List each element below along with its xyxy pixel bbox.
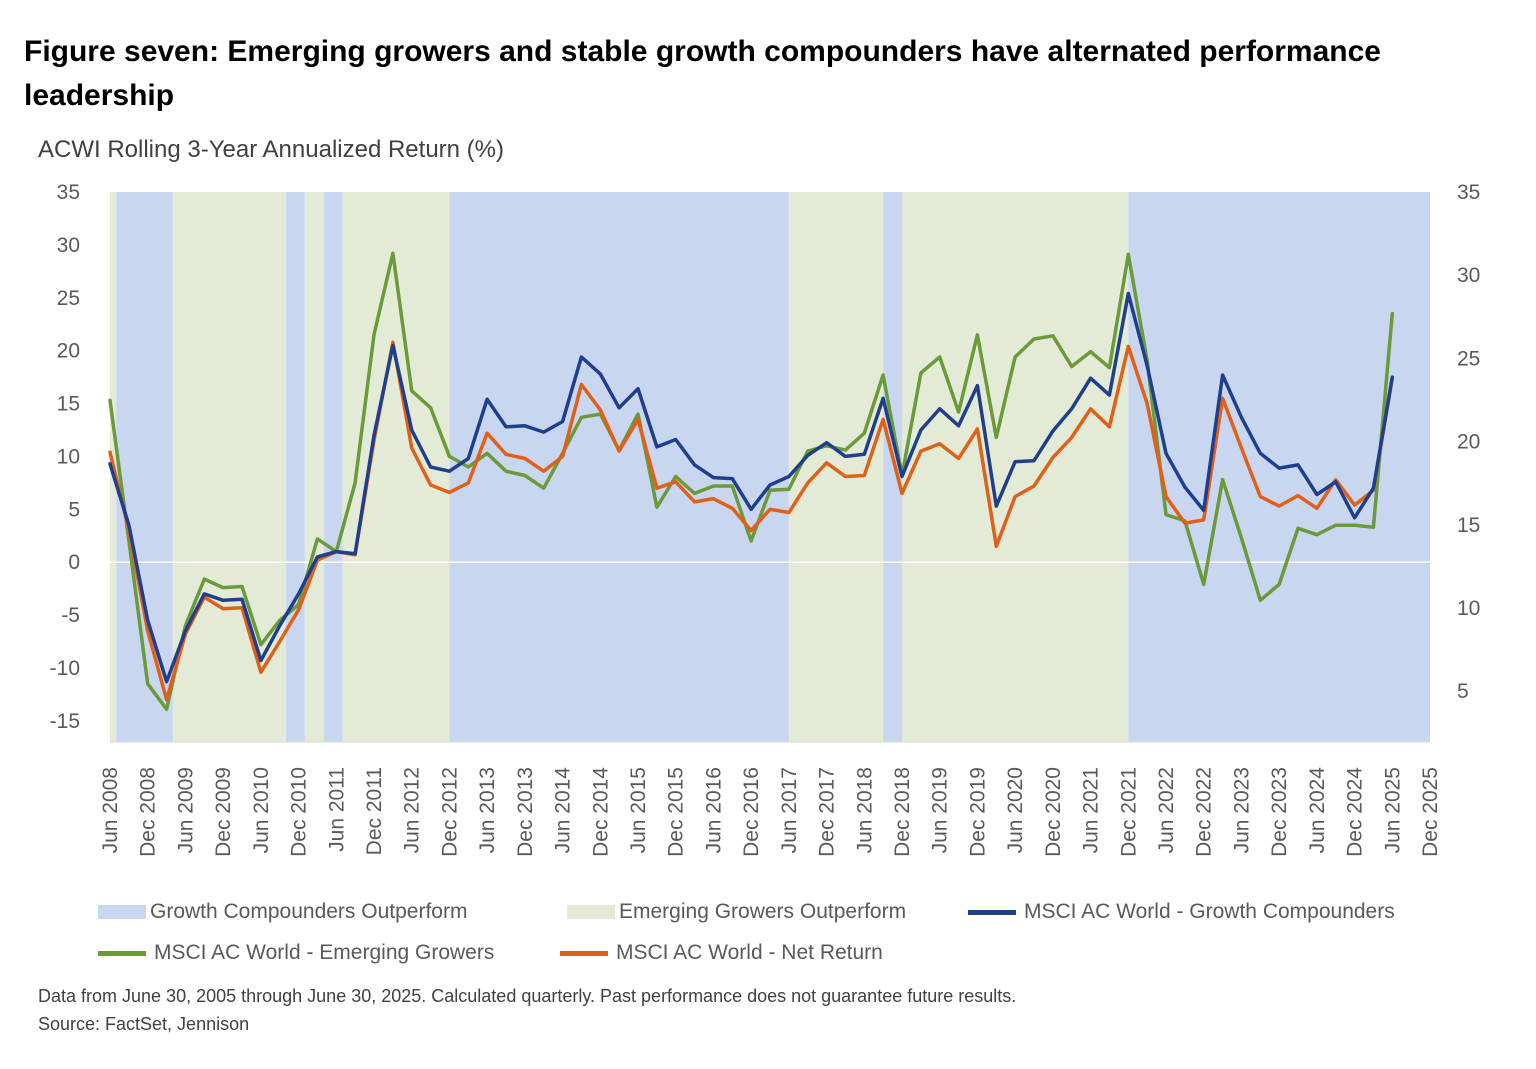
y-tick-label: 0: [68, 551, 80, 574]
legend-swatch-navy-line: [968, 909, 1016, 915]
y-tick-label: 15: [57, 393, 80, 416]
x-tick-label: Dec 2014: [589, 767, 612, 857]
x-tick-label: Dec 2011: [363, 767, 386, 855]
series-line-emerging-growers: [108, 251, 1395, 711]
x-tick-label: Dec 2017: [816, 767, 839, 857]
y-tick-label: 20: [57, 340, 80, 363]
x-tick-label: Jun 2018: [853, 767, 876, 853]
legend-emerging-growers-line: MSCI AC World - Emerging Growers: [98, 941, 494, 965]
x-tick-label: Dec 2024: [1344, 767, 1367, 857]
x-tick-label: Dec 2025: [1419, 767, 1442, 857]
x-tick-label: Dec 2019: [966, 767, 989, 857]
x-tick-label: Dec 2012: [438, 767, 461, 857]
figure-title: Figure seven: Emerging growers and stabl…: [24, 35, 1381, 112]
y-tick-label: -15: [50, 710, 80, 733]
y-tick-label: 25: [57, 287, 80, 310]
x-tick-label: Jun 2021: [1080, 767, 1103, 853]
x-tick-label: Jun 2011: [325, 767, 348, 852]
shade-region-growth-compounders: [286, 192, 305, 742]
series-lines: [108, 251, 1395, 711]
legend-growth-compounders-line: MSCI AC World - Growth Compounders: [968, 900, 1395, 924]
x-tick-label: Dec 2018: [891, 767, 914, 857]
x-tick-label: Dec 2023: [1268, 767, 1291, 857]
shade-region-emerging-growers: [902, 192, 1129, 742]
x-tick-label: Dec 2022: [1193, 767, 1216, 857]
y-tick-label: 35: [57, 181, 80, 204]
x-tick-label: Jun 2015: [627, 767, 650, 853]
x-tick-label: Dec 2016: [740, 767, 763, 857]
footnote-data-range: Data from June 30, 2005 through June 30,…: [38, 986, 1017, 1006]
x-tick-label: Jun 2020: [1004, 767, 1027, 853]
legend-net-return-line: MSCI AC World - Net Return: [560, 941, 883, 965]
shade-region-growth-compounders: [883, 192, 902, 742]
x-tick-label: Jun 2025: [1381, 767, 1404, 853]
x-tick-label: Jun 2010: [250, 767, 273, 853]
series-line-net-return: [108, 340, 1395, 702]
y2-tick-label: 35: [1457, 181, 1480, 204]
y-tick-label: 10: [57, 445, 80, 468]
y2-tick-label: 5: [1457, 680, 1469, 703]
legend-label: MSCI AC World - Emerging Growers: [154, 941, 495, 964]
x-tick-label: Jun 2019: [929, 767, 952, 853]
x-tick-label: Jun 2016: [702, 767, 725, 853]
y-axis-right: 35 30 25 20 15 10 5: [1457, 181, 1480, 703]
legend-swatch-orange-line: [560, 950, 608, 956]
x-tick-label: Dec 2015: [665, 767, 688, 857]
series-line-growth-compounders: [108, 291, 1395, 684]
y2-tick-label: 30: [1457, 264, 1480, 287]
x-tick-label: Dec 2021: [1117, 767, 1140, 857]
x-tick-label: Jun 2024: [1306, 767, 1329, 854]
x-tick-label: Dec 2020: [1042, 767, 1065, 857]
x-tick-label: Jun 2013: [476, 767, 499, 853]
legend-emerging-growers-outperform: Emerging Growers Outperform: [567, 900, 906, 924]
legend-label: MSCI AC World - Net Return: [616, 941, 883, 964]
x-tick-label: Dec 2008: [137, 767, 160, 857]
shading-regions: [110, 192, 1430, 742]
y-tick-label: 30: [57, 234, 80, 257]
shade-region-emerging-growers: [788, 192, 884, 742]
shade-region-growth-compounders: [449, 192, 789, 742]
legend-swatch-green-box: [567, 905, 615, 919]
y2-tick-label: 15: [1457, 514, 1480, 537]
y2-tick-label: 25: [1457, 347, 1480, 370]
shade-region-emerging-growers: [304, 192, 324, 742]
x-axis: Jun 2008 Dec 2008 Jun 2009 Dec 2009 Jun 2010…: [99, 741, 1442, 857]
x-tick-label: Dec 2009: [212, 767, 235, 857]
chart-title: ACWI Rolling 3-Year Annualized Return (%…: [38, 136, 504, 163]
legend-label: MSCI AC World - Growth Compounders: [1024, 900, 1395, 923]
x-tick-label: Dec 2010: [288, 767, 311, 857]
x-tick-label: Jun 2008: [99, 767, 122, 853]
legend-swatch-green-line: [98, 950, 146, 956]
legend-swatch-blue-box: [98, 905, 146, 919]
x-tick-label: Dec 2013: [514, 767, 537, 857]
x-tick-label: Jun 2022: [1155, 767, 1178, 853]
y2-tick-label: 10: [1457, 597, 1480, 620]
y-axis-left: 35 30 25 20 15 10 5 0 -5 -10 -15: [50, 181, 80, 733]
x-tick-label: Jun 2023: [1230, 767, 1253, 853]
x-tick-label: Jun 2014: [552, 767, 575, 854]
y2-tick-label: 20: [1457, 431, 1480, 454]
legend-label: Growth Compounders Outperform: [150, 900, 468, 923]
x-tick-label: Jun 2009: [174, 767, 197, 853]
shade-region-growth-compounders: [323, 192, 343, 742]
y-tick-label: -5: [61, 604, 80, 627]
footnote-source: Source: FactSet, Jennison: [38, 1014, 250, 1034]
x-tick-label: Jun 2012: [401, 767, 424, 853]
x-tick-label: Jun 2017: [778, 767, 801, 853]
y-tick-label: -10: [50, 657, 80, 680]
legend-growth-compounders-outperform: Growth Compounders Outperform: [98, 900, 467, 924]
y-tick-label: 5: [68, 498, 80, 521]
legend-label: Emerging Growers Outperform: [619, 900, 907, 923]
